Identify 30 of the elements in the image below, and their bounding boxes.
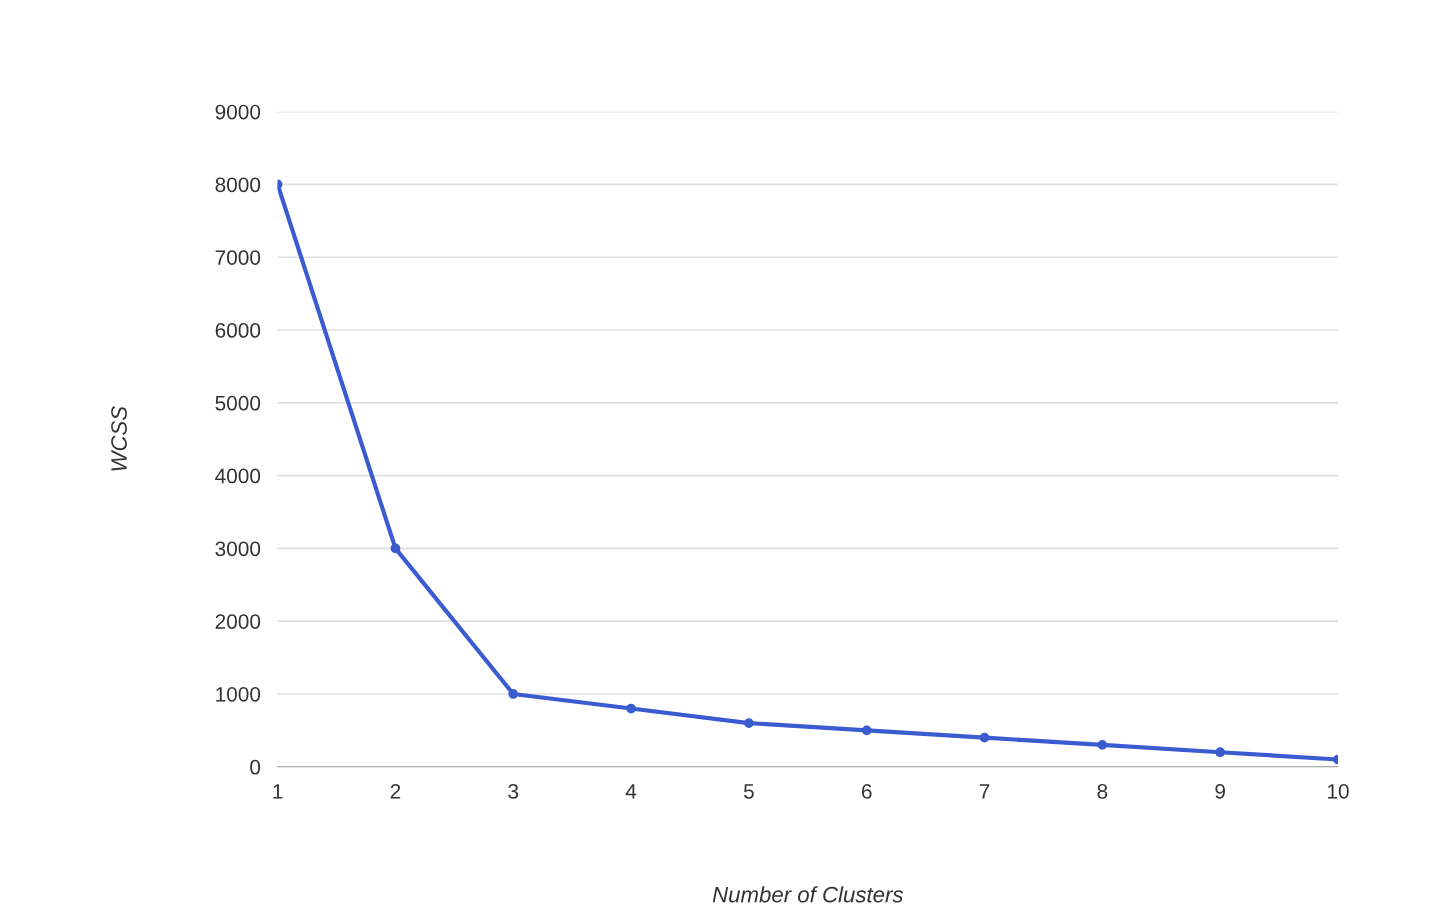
point bbox=[508, 689, 519, 699]
x-tick-label: 4 bbox=[625, 784, 637, 799]
y-tick-label: 0 bbox=[250, 759, 261, 775]
x-tick-label: 9 bbox=[1215, 783, 1225, 799]
x-tick-label: 6 bbox=[861, 783, 872, 799]
point bbox=[861, 725, 872, 736]
x-tick-label: 8 bbox=[1097, 783, 1108, 799]
y-tick-label: 1000 bbox=[216, 686, 261, 702]
y-tick-label: 7000 bbox=[215, 250, 261, 265]
point bbox=[1215, 747, 1226, 758]
y-tick-label: 9000 bbox=[215, 104, 261, 120]
x-axis-title: Number of Clusters bbox=[712, 886, 904, 903]
point bbox=[1097, 740, 1108, 750]
y-axis-title: WCSS bbox=[111, 406, 127, 471]
y-tick-label: 8000 bbox=[215, 177, 261, 193]
y-tick-label: 2000 bbox=[215, 614, 261, 629]
point bbox=[979, 732, 990, 743]
x-tick-label: 3 bbox=[508, 783, 519, 799]
y-tick-label: 4000 bbox=[215, 468, 261, 484]
x-tick-label: 5 bbox=[743, 784, 754, 799]
point bbox=[626, 703, 636, 714]
x-tick-label: 10 bbox=[1327, 783, 1349, 799]
x-tick-label: 7 bbox=[979, 784, 990, 799]
point bbox=[744, 718, 754, 728]
x-tick-label: 1 bbox=[273, 784, 283, 799]
y-tick-label: 3000 bbox=[215, 541, 261, 557]
point bbox=[390, 543, 401, 554]
x-tick-label: 2 bbox=[390, 783, 401, 799]
y-tick-label: 5000 bbox=[215, 395, 261, 411]
y-tick-label: 6000 bbox=[215, 323, 261, 338]
